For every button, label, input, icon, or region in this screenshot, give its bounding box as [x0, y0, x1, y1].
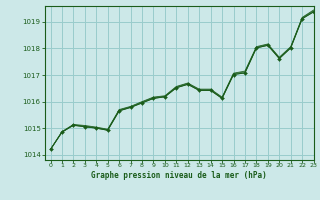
X-axis label: Graphe pression niveau de la mer (hPa): Graphe pression niveau de la mer (hPa): [91, 171, 267, 180]
